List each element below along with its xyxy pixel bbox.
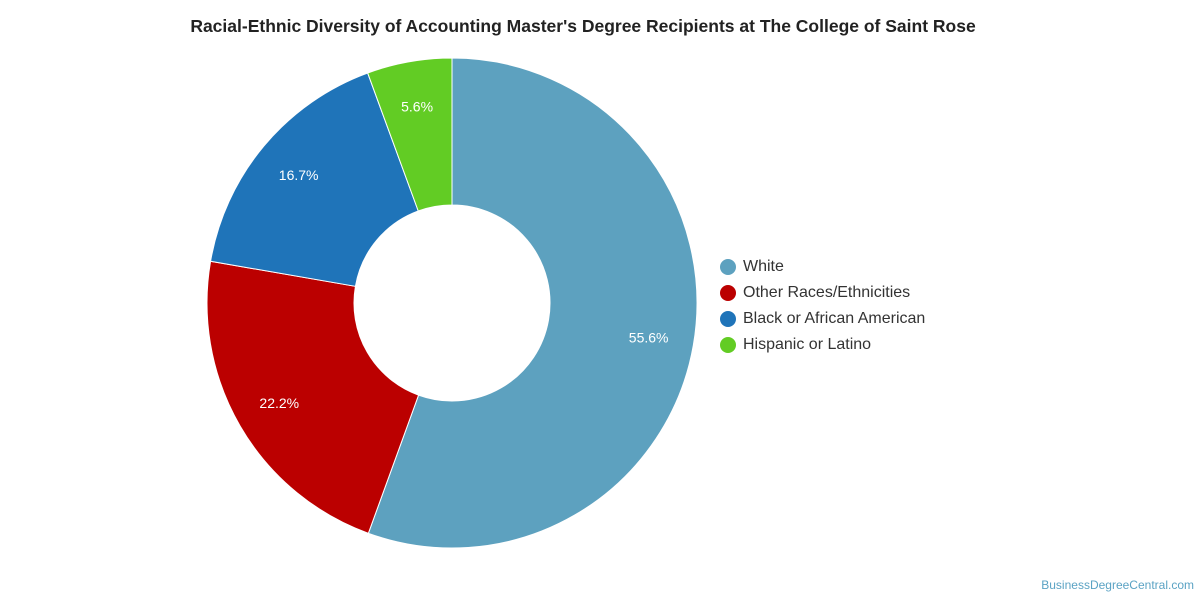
legend-item-white: White [720,254,925,280]
legend-swatch [720,259,736,275]
legend-label: Black or African American [743,310,926,327]
slice-hispanic-or-latino [367,57,453,212]
slice-label-other-races-ethnicities: 22.2% [259,395,299,411]
legend-swatch [720,285,736,301]
slice-label-white: 55.6% [629,330,669,346]
legend-label: Other Races/Ethnicities [743,284,911,301]
slice-label-hispanic-or-latino: 5.6% [401,98,433,114]
legend-item-black-or-african-american: Black or African American [720,306,925,332]
slice-black-or-african-american [209,72,419,287]
legend-swatch [720,337,736,353]
chart-title: Racial-Ethnic Diversity of Accounting Ma… [190,16,976,36]
legend-label: Hispanic or Latino [743,336,872,353]
legend-label: White [743,258,784,275]
watermark: BusinessDegreeCentral.com [1041,578,1194,592]
slice-other-races-ethnicities [206,260,420,534]
legend-item-hispanic-or-latino: Hispanic or Latino [720,332,925,358]
slice-white [367,57,698,549]
slice-label-black-or-african-american: 16.7% [279,167,319,183]
legend-swatch [720,311,736,327]
legend: White Other Races/Ethnicities Black or Afr… [720,254,925,358]
legend-item-other-races-ethnicities: Other Races/Ethnicities [720,280,925,306]
